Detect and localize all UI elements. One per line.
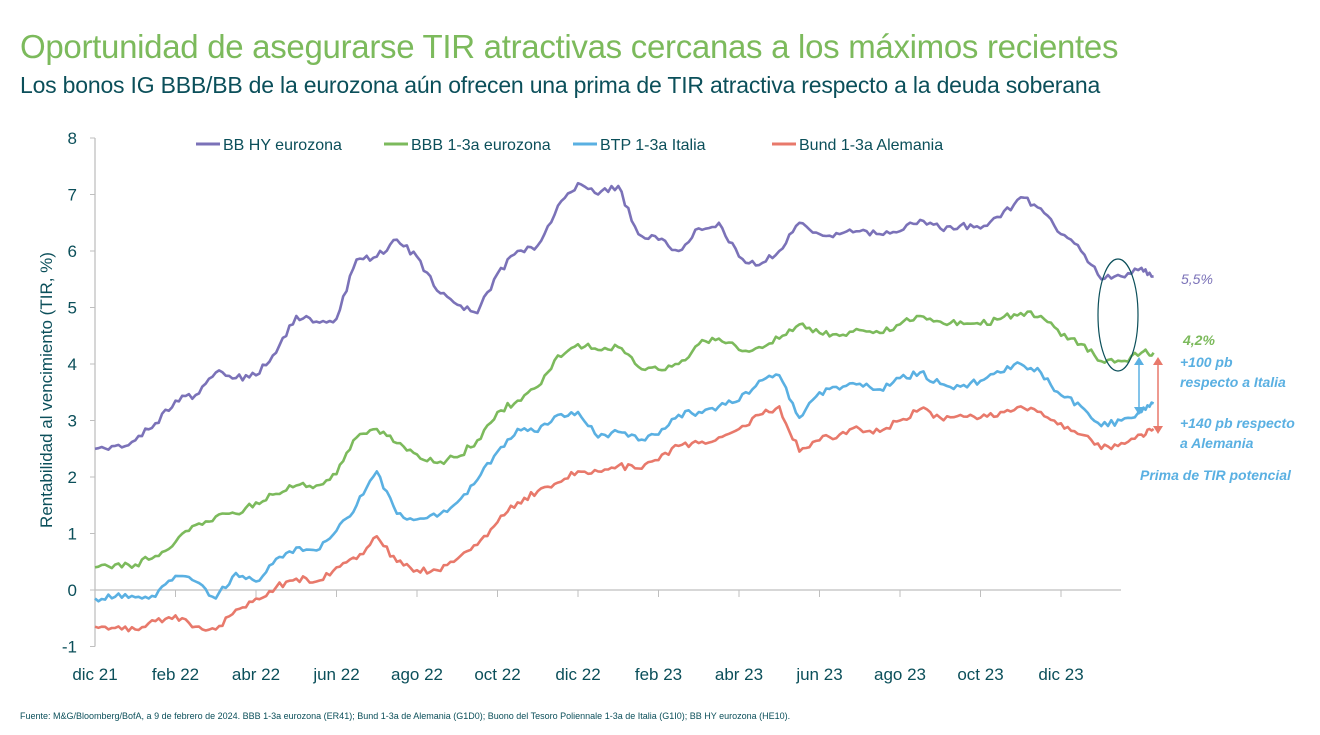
annotation-vs-germany: +140 pb respecto a Alemania [1180,413,1295,453]
highlight-ellipse [1097,258,1139,372]
annotation-bbb-value: 4,2% [1183,332,1215,348]
y-tick-label: 8 [68,129,77,148]
x-tick-label: dic 23 [1038,665,1083,684]
x-tick-label: feb 23 [635,665,682,684]
legend-label: Bund 1-3a Alemania [799,137,943,154]
annotation-vs-germany-line2: a Alemania [1180,435,1254,451]
y-tick-label: 1 [68,525,77,544]
source-note: Fuente: M&G/Bloomberg/BofA, a 9 de febre… [20,711,791,721]
x-tick-label: abr 22 [232,665,280,684]
legend-label: BBB 1-3a eurozona [411,137,551,154]
arrow-italy-spread [1134,357,1144,415]
y-tick-label: 2 [68,468,77,487]
annotation-bb-hy-value: 5,5% [1181,271,1213,287]
series-lines [94,181,1155,633]
axes: -1 0 1 2 3 4 5 6 7 8 dic 21 feb 22 abr 22 jun 22 ago 2… [62,129,1121,684]
x-tick-label: oct 22 [474,665,520,684]
series-line-bund [94,405,1155,633]
x-tick-label: dic 22 [555,665,600,684]
annotation-shapes [1097,258,1163,434]
chart-title: Oportunidad de asegurarse TIR atractivas… [20,28,1119,65]
y-tick-label: 6 [68,242,77,261]
chart-subtitle: Los bonos IG BBB/BB de la eurozona aún o… [20,72,1101,98]
legend-label: BTP 1-3a Italia [600,137,706,154]
y-axis-label: Rentabilidad al vencimiento (TIR, %) [37,252,56,528]
x-tick-label: abr 23 [715,665,763,684]
x-tick-label: jun 23 [795,665,842,684]
annotation-vs-germany-line1: +140 pb respecto [1180,415,1295,431]
x-tick-label: ago 23 [874,665,926,684]
y-tick-label: 5 [68,299,77,318]
annotation-vs-italy-line1: +100 pb [1180,354,1233,370]
x-tick-label: oct 23 [957,665,1003,684]
series-line-bb-hy [94,181,1154,452]
y-tick-label: 3 [68,412,77,431]
y-tick-label: 7 [68,186,77,205]
annotation-potential-premium: Prima de TIR potencial [1140,467,1291,483]
x-tick-label: ago 22 [391,665,443,684]
legend-label: BB HY eurozona [223,137,342,154]
y-tick-label: -1 [62,638,77,657]
y-tick-label: 4 [68,355,77,374]
y-tick-label: 0 [68,581,77,600]
x-tick-label: dic 21 [72,665,117,684]
series-line-bbb [94,310,1155,570]
annotation-vs-italy: +100 pb respecto a Italia [1180,352,1286,392]
annotation-vs-italy-line2: respecto a Italia [1180,374,1286,390]
x-tick-label: jun 22 [312,665,359,684]
series-line-btp [94,361,1155,603]
x-tick-label: feb 22 [152,665,199,684]
legend: BB HY eurozona BBB 1-3a eurozona BTP 1-3a … [196,137,943,154]
arrow-germany-spread [1153,357,1163,434]
